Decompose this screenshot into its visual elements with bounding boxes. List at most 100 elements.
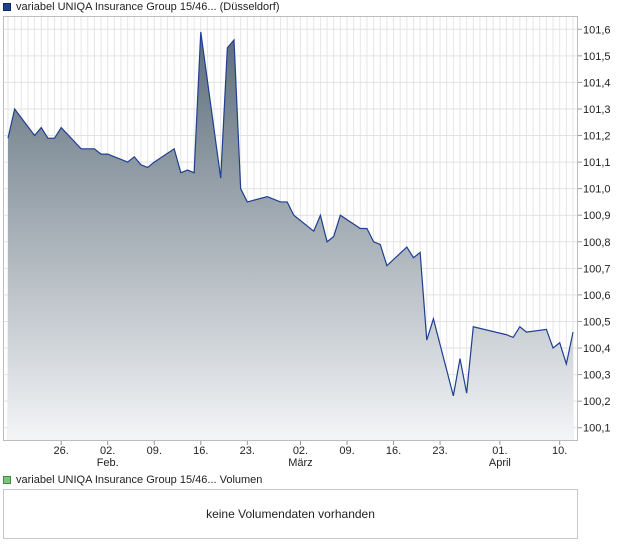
- data-point: [312, 230, 315, 233]
- data-point: [425, 339, 428, 342]
- data-point: [80, 147, 83, 150]
- data-point: [233, 38, 236, 41]
- volume-panel: keine Volumendaten vorhanden: [3, 489, 578, 539]
- price-legend: variabel UNIQA Insurance Group 15/46... …: [3, 0, 280, 14]
- data-point: [405, 246, 408, 249]
- data-point: [106, 153, 109, 156]
- volume-legend-swatch: [3, 476, 11, 484]
- data-point: [459, 357, 462, 360]
- data-point: [385, 264, 388, 267]
- x-tick-label: 16.: [193, 445, 208, 457]
- x-tick-label: 23.: [432, 445, 447, 457]
- data-point: [60, 126, 63, 129]
- data-point: [365, 227, 368, 230]
- data-point: [525, 331, 528, 334]
- data-point: [53, 137, 56, 140]
- data-point: [339, 214, 342, 217]
- x-tick-label: 02.: [293, 445, 308, 457]
- data-point: [452, 394, 455, 397]
- x-month-label: März: [288, 457, 312, 469]
- y-tick-label: 101,1: [583, 157, 611, 169]
- data-point: [472, 325, 475, 328]
- price-legend-swatch: [3, 3, 11, 11]
- volume-legend-label: variabel UNIQA Insurance Group 15/46... …: [16, 474, 263, 486]
- data-point: [419, 251, 422, 254]
- x-month-label: Feb.: [97, 457, 119, 469]
- data-point: [545, 328, 548, 331]
- data-point: [379, 243, 382, 246]
- data-point: [286, 200, 289, 203]
- data-point: [359, 227, 362, 230]
- data-point: [272, 198, 275, 201]
- x-tick-label: 09.: [339, 445, 354, 457]
- y-tick-label: 101,5: [583, 51, 611, 63]
- y-tick-label: 101,4: [583, 77, 611, 89]
- data-point: [33, 134, 36, 137]
- y-tick-label: 100,1: [583, 423, 611, 435]
- y-tick-label: 101,6: [583, 24, 611, 36]
- data-point: [186, 169, 189, 172]
- y-tick-label: 100,5: [583, 316, 611, 328]
- data-point: [432, 317, 435, 320]
- y-tick-label: 100,6: [583, 290, 611, 302]
- plot-frame: [3, 16, 578, 441]
- data-point: [512, 336, 515, 339]
- data-point: [552, 347, 555, 350]
- data-point: [100, 153, 103, 156]
- x-tick-label: 02.: [100, 445, 115, 457]
- data-point: [139, 163, 142, 166]
- data-point: [266, 195, 269, 198]
- data-point: [246, 200, 249, 203]
- data-point: [193, 171, 196, 174]
- y-tick-label: 100,4: [583, 343, 611, 355]
- data-point: [372, 240, 375, 243]
- data-point: [572, 331, 575, 334]
- data-point: [126, 161, 129, 164]
- data-point: [279, 200, 282, 203]
- data-point: [326, 240, 329, 243]
- x-tick-label: 16.: [386, 445, 401, 457]
- data-point: [13, 107, 16, 110]
- x-tick-label: 01.: [492, 445, 507, 457]
- price-chart: 100,1 100,2 100,3 100,4 100,5 100,6 100,7 100,8…: [3, 16, 611, 469]
- x-tick-label: 23.: [240, 445, 255, 457]
- no-volume-message: keine Volumendaten vorhanden: [206, 507, 375, 521]
- data-point: [219, 177, 222, 180]
- x-tick-label: 09.: [147, 445, 162, 457]
- volume-legend: variabel UNIQA Insurance Group 15/46... …: [3, 473, 262, 487]
- data-point: [7, 137, 10, 140]
- y-tick-label: 100,9: [583, 210, 611, 222]
- y-tick-label: 100,2: [583, 396, 611, 408]
- y-tick-label: 101,2: [583, 131, 611, 143]
- x-tick-label: 26.: [54, 445, 69, 457]
- data-point: [465, 392, 468, 395]
- data-point: [239, 187, 242, 190]
- data-point: [153, 161, 156, 164]
- y-tick-label: 101,3: [583, 104, 611, 116]
- y-tick-label: 101,0: [583, 184, 611, 196]
- data-point: [86, 147, 89, 150]
- data-point: [505, 333, 508, 336]
- x-tick-label: 10.: [552, 445, 567, 457]
- data-point: [412, 256, 415, 259]
- y-tick-label: 100,7: [583, 263, 611, 275]
- x-month-label: April: [489, 457, 511, 469]
- y-tick-label: 100,3: [583, 370, 611, 382]
- data-point: [173, 147, 176, 150]
- data-point: [46, 137, 49, 140]
- data-point: [226, 46, 229, 49]
- data-point: [332, 235, 335, 238]
- y-tick-label: 100,8: [583, 237, 611, 249]
- series-area: [8, 31, 573, 441]
- series-line: [7, 31, 574, 396]
- data-point: [199, 30, 202, 33]
- data-point: [146, 166, 149, 169]
- data-point: [40, 126, 43, 129]
- data-point: [565, 362, 568, 365]
- data-point: [93, 147, 96, 150]
- data-point: [558, 341, 561, 344]
- data-point: [179, 171, 182, 174]
- data-point: [319, 214, 322, 217]
- price-legend-label: variabel UNIQA Insurance Group 15/46... …: [16, 1, 280, 13]
- data-point: [518, 325, 521, 328]
